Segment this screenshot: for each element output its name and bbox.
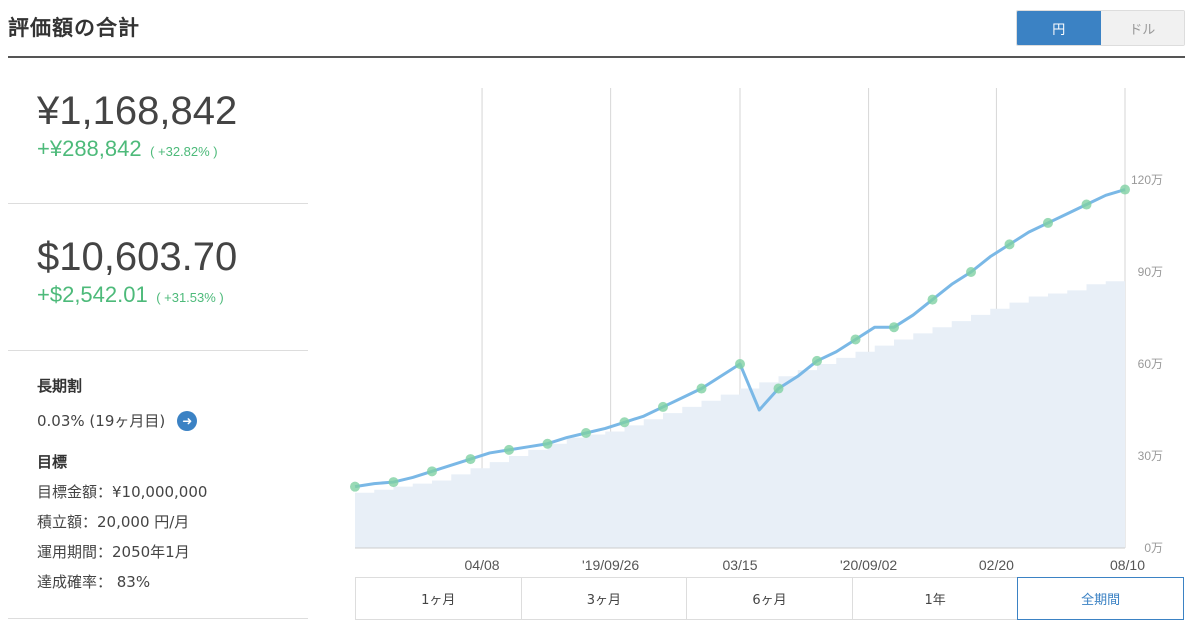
total-value-usd: $10,603.70 — [37, 235, 238, 279]
gain-pct-jpy: ( +32.82% ) — [150, 144, 218, 159]
period-button-4[interactable]: 全期間 — [1017, 577, 1184, 620]
gain-amount-usd: +$2,542.01 — [37, 282, 148, 307]
data-point — [966, 267, 976, 277]
data-point — [1004, 239, 1015, 250]
currency-jpy-button[interactable]: 円 — [1017, 11, 1101, 45]
fee-value: 0.03% (19ヶ月目) — [37, 412, 166, 430]
details-section: 長期割 0.03% (19ヶ月目) ➜ 目標 目標金額：¥10,000,000 … — [8, 351, 308, 619]
header: 評価額の合計 円 ドル — [8, 0, 1185, 58]
gain-pct-usd: ( +31.53% ) — [156, 290, 224, 305]
data-point — [927, 294, 938, 305]
data-point — [350, 481, 360, 492]
data-point — [735, 359, 745, 369]
jpy-summary: ¥1,168,842 +¥288,842 ( +32.82% ) — [8, 58, 308, 204]
page-title: 評価額の合計 — [8, 16, 140, 40]
total-value-jpy: ¥1,168,842 — [37, 89, 238, 133]
x-tick-label: '19/09/26 — [582, 557, 639, 573]
chart-svg[interactable]: 0万 30万 60万 90万 120万 04/08 '19/09/26 03/15 '20/09… — [350, 80, 1200, 580]
monthly-contribution: 積立額：20,000 円/月 — [37, 513, 190, 531]
data-point — [581, 428, 591, 438]
data-point — [696, 383, 707, 394]
period-button-2[interactable]: 6ヶ月 — [687, 578, 853, 619]
data-point — [1043, 217, 1053, 228]
arrow-right-icon[interactable]: ➜ — [177, 410, 198, 431]
period-button-1[interactable]: 3ヶ月 — [522, 578, 688, 619]
data-point — [427, 466, 437, 477]
x-tick-label: '20/09/02 — [840, 557, 897, 573]
period-selector[interactable]: 1ヶ月 3ヶ月 6ヶ月 1年 全期間 — [355, 577, 1184, 620]
data-point — [465, 454, 476, 465]
data-point — [812, 355, 822, 366]
portfolio-chart[interactable]: 0万 30万 60万 90万 120万 04/08 '19/09/26 03/15 '20/09… — [350, 80, 1200, 580]
y-tick-label: 120万 — [1131, 173, 1163, 187]
goal-label: 目標 — [37, 453, 68, 471]
data-point — [1081, 199, 1092, 210]
data-point — [889, 322, 899, 333]
deposit-area — [355, 278, 1125, 548]
data-point — [542, 438, 553, 449]
data-point — [850, 334, 861, 345]
currency-toggle[interactable]: 円 ドル — [1016, 10, 1185, 46]
y-tick-label: 60万 — [1138, 357, 1163, 371]
y-tick-label: 0万 — [1144, 541, 1163, 555]
goal-amount: 目標金額：¥10,000,000 — [37, 483, 208, 501]
period-button-3[interactable]: 1年 — [853, 578, 1019, 619]
summary-panel: ¥1,168,842 +¥288,842 ( +32.82% ) $10,603… — [8, 58, 308, 619]
fee-label: 長期割 — [37, 377, 83, 395]
investment-period: 運用期間：2050年1月 — [37, 543, 190, 561]
y-tick-label: 90万 — [1138, 265, 1163, 279]
data-point — [504, 444, 514, 455]
currency-usd-button[interactable]: ドル — [1100, 11, 1184, 45]
data-point — [619, 417, 630, 428]
data-point — [388, 477, 399, 488]
gain-amount-jpy: +¥288,842 — [37, 136, 142, 161]
period-button-0[interactable]: 1ヶ月 — [356, 578, 522, 619]
data-point — [658, 401, 668, 412]
data-point — [1120, 184, 1130, 195]
usd-summary: $10,603.70 +$2,542.01 ( +31.53% ) — [8, 204, 308, 351]
x-tick-label: 04/08 — [465, 557, 500, 573]
x-tick-label: 03/15 — [722, 557, 757, 573]
x-tick-label: 08/10 — [1110, 557, 1145, 573]
x-tick-label: 02/20 — [979, 557, 1014, 573]
achievement-rate: 達成確率： 83% — [37, 573, 151, 591]
y-tick-label: 30万 — [1138, 449, 1163, 463]
data-point — [773, 383, 784, 394]
